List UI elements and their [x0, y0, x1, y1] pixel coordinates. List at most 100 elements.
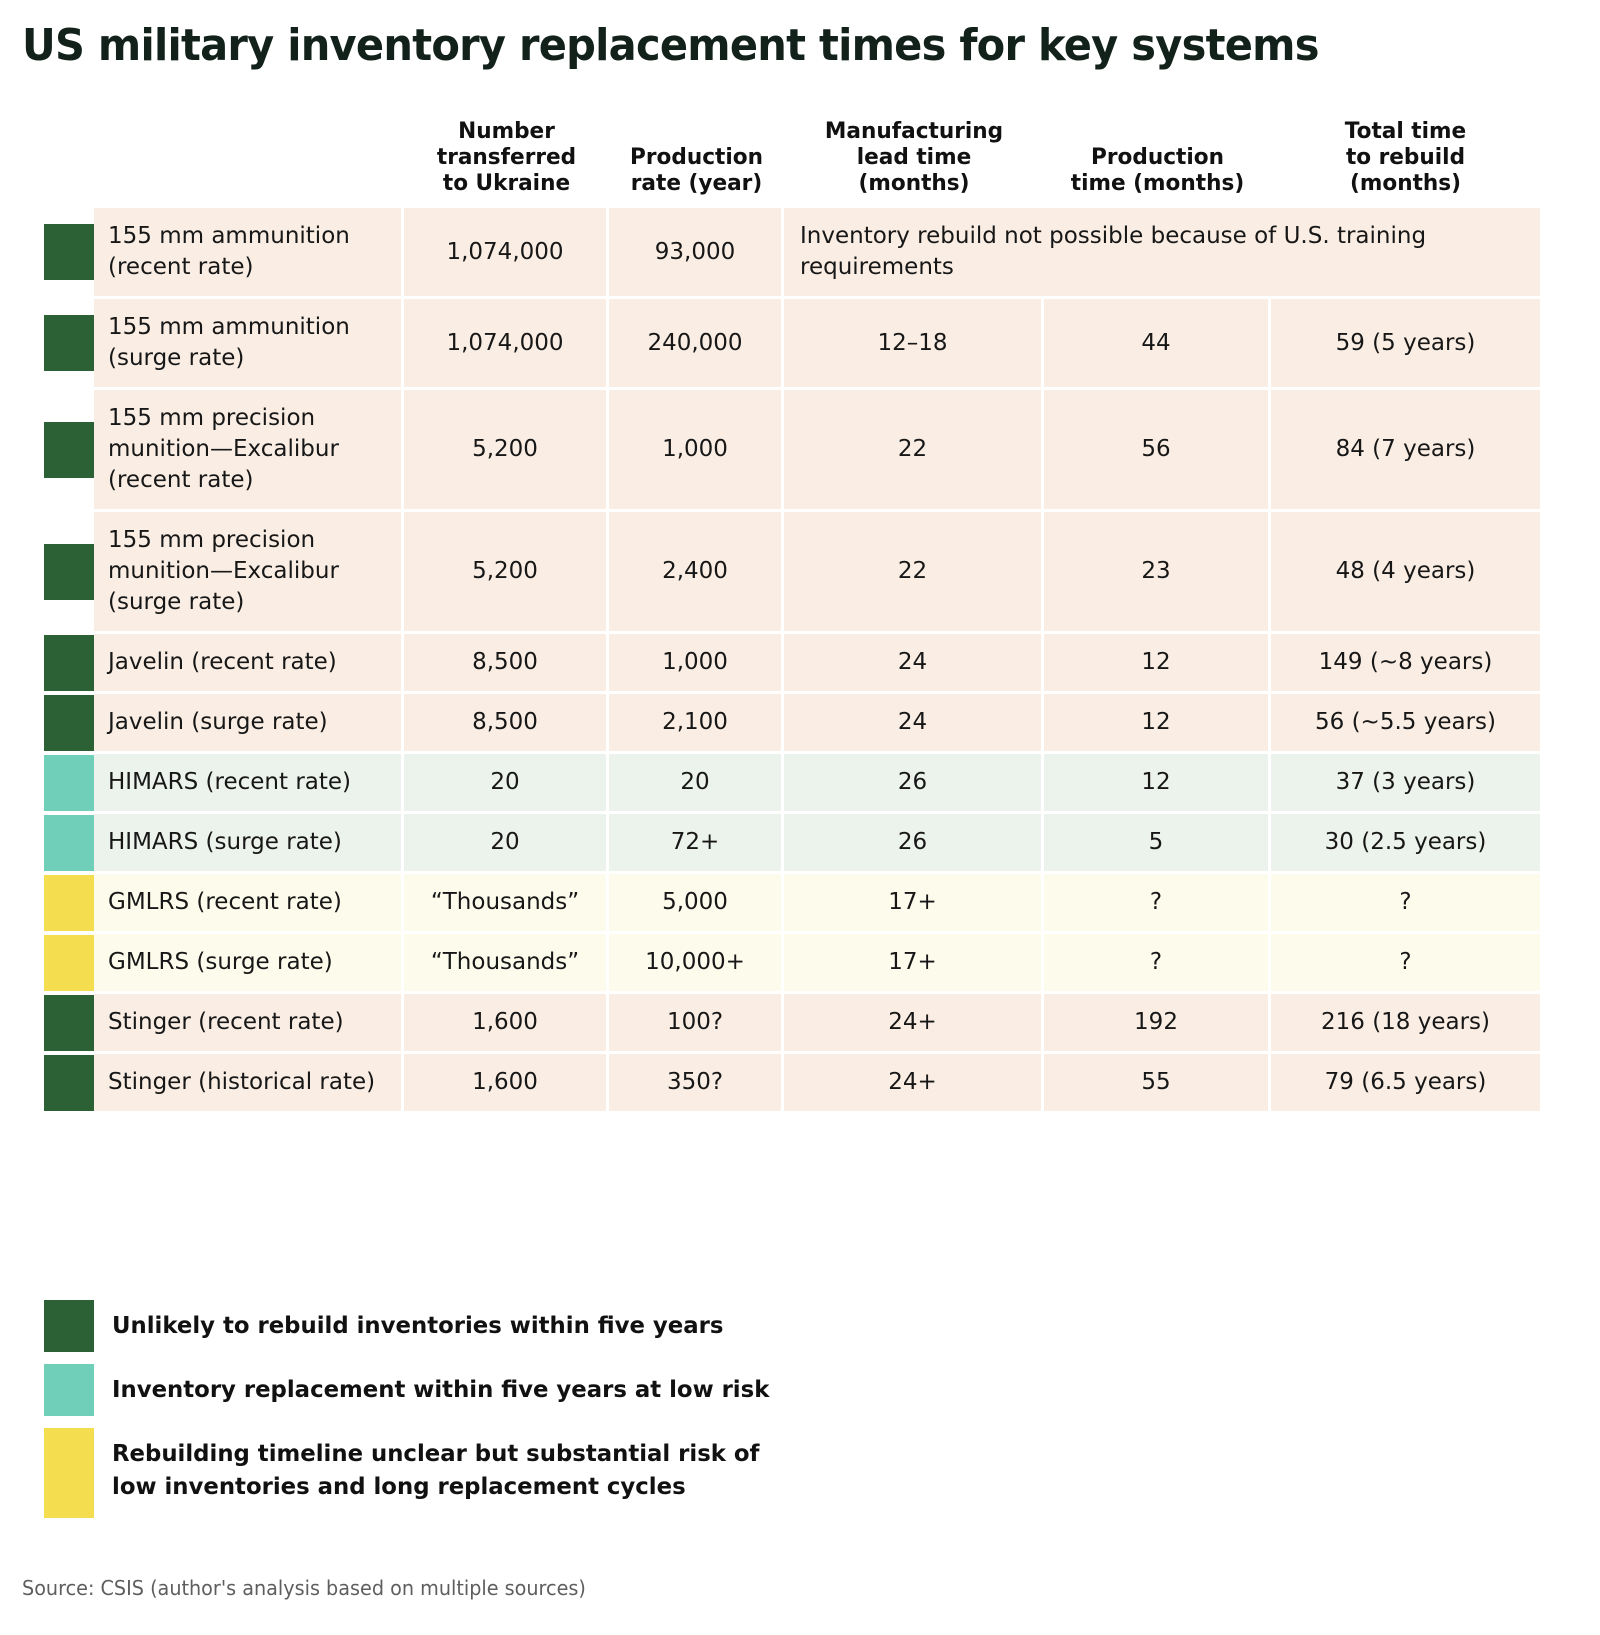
- cell-manufacturing-lead-time: 22: [784, 512, 1044, 634]
- header-manufacturing-lead-time: Manufacturing lead time (months): [789, 118, 1039, 208]
- cell-total-time: 59 (5 years): [1271, 299, 1540, 390]
- cell-production-time: 23: [1044, 512, 1271, 634]
- table-row: 155 mm precision munition—Excalibur (sur…: [44, 512, 1540, 634]
- header-total-time: Total time to rebuild (months): [1276, 118, 1535, 208]
- cell-manufacturing-lead-time: 12–18: [784, 299, 1044, 390]
- header-line: Total time: [1344, 118, 1467, 144]
- header-line: lead time: [856, 144, 972, 170]
- cell-production-time: ?: [1044, 934, 1271, 994]
- legend-item: Unlikely to rebuild inventories within f…: [44, 1300, 1044, 1352]
- cell-number-transferred: 20: [404, 754, 609, 814]
- cell-number-transferred: 20: [404, 814, 609, 874]
- header-line: Manufacturing: [824, 118, 1004, 144]
- row-category-swatch: [44, 390, 94, 512]
- cell-total-time: ?: [1271, 934, 1540, 994]
- row-category-swatch: [44, 814, 94, 874]
- header-line: Production: [630, 144, 763, 170]
- cell-production-rate: 100?: [609, 994, 784, 1054]
- legend-item: Rebuilding timeline unclear but substant…: [44, 1428, 1044, 1518]
- cell-manufacturing-lead-time: 24+: [784, 994, 1044, 1054]
- cell-production-time: 12: [1044, 634, 1271, 694]
- cell-total-time: 79 (6.5 years): [1271, 1054, 1540, 1111]
- header-number-transferred: Number transferred to Ukraine: [408, 118, 605, 208]
- cell-manufacturing-lead-time: 24+: [784, 1054, 1044, 1111]
- cell-manufacturing-lead-time: 26: [784, 814, 1044, 874]
- cell-number-transferred: 8,500: [404, 634, 609, 694]
- cell-system-name: 155 mm ammunition (surge rate): [94, 299, 404, 390]
- cell-system-name: Stinger (historical rate): [94, 1054, 404, 1111]
- header-line: time (months): [1070, 170, 1245, 196]
- table-body: 155 mm ammunition (recent rate) 1,074,000…: [44, 208, 1540, 1111]
- table-row: HIMARS (surge rate) 20 72+ 26 5 30 (2.5 years…: [44, 814, 1540, 874]
- table-row: Javelin (recent rate) 8,500 1,000 24 12 149 (…: [44, 634, 1540, 694]
- cell-number-transferred: “Thousands”: [404, 934, 609, 994]
- header-line: transferred: [436, 144, 577, 170]
- cell-production-time: 55: [1044, 1054, 1271, 1111]
- page-title: US military inventory replacement times …: [22, 20, 1319, 71]
- header-line: to Ukraine: [442, 170, 571, 196]
- cell-production-rate: 240,000: [609, 299, 784, 390]
- row-category-swatch: [44, 754, 94, 814]
- table-row: Javelin (surge rate) 8,500 2,100 24 12 56 (~5…: [44, 694, 1540, 754]
- table-header-row: Number transferred to Ukraine Production ra…: [44, 118, 1540, 208]
- row-category-swatch: [44, 299, 94, 390]
- cell-production-rate: 1,000: [609, 634, 784, 694]
- cell-system-name: GMLRS (recent rate): [94, 874, 404, 934]
- cell-production-rate: 1,000: [609, 390, 784, 512]
- cell-production-time: 56: [1044, 390, 1271, 512]
- cell-system-name: GMLRS (surge rate): [94, 934, 404, 994]
- cell-total-time: 48 (4 years): [1271, 512, 1540, 634]
- header-line: to rebuild: [1345, 144, 1466, 170]
- table-row: HIMARS (recent rate) 20 20 26 12 37 (3 years): [44, 754, 1540, 814]
- cell-number-transferred: “Thousands”: [404, 874, 609, 934]
- category-color-chip: [44, 224, 94, 280]
- cell-manufacturing-lead-time: 17+: [784, 874, 1044, 934]
- cell-number-transferred: 1,074,000: [404, 208, 609, 299]
- table-row: Stinger (historical rate) 1,600 350? 24+ 55 7…: [44, 1054, 1540, 1111]
- table-row: GMLRS (recent rate) “Thousands” 5,000 17+??: [44, 874, 1540, 934]
- legend-item-label: Inventory replacement within five years …: [112, 1375, 770, 1403]
- header-line: (months): [858, 170, 970, 196]
- cell-production-time: 44: [1044, 299, 1271, 390]
- row-category-swatch: [44, 634, 94, 694]
- cell-number-transferred: 1,600: [404, 994, 609, 1054]
- category-color-chip: [44, 694, 94, 751]
- cell-total-time: 37 (3 years): [1271, 754, 1540, 814]
- cell-number-transferred: 1,600: [404, 1054, 609, 1111]
- cell-span-note: Inventory rebuild not possible because o…: [784, 208, 1540, 299]
- row-category-swatch: [44, 512, 94, 634]
- cell-manufacturing-lead-time: 24: [784, 634, 1044, 694]
- cell-production-time: 12: [1044, 694, 1271, 754]
- cell-production-rate: 10,000+: [609, 934, 784, 994]
- cell-total-time: 56 (~5.5 years): [1271, 694, 1540, 754]
- cell-number-transferred: 1,074,000: [404, 299, 609, 390]
- cell-production-rate: 2,100: [609, 694, 784, 754]
- cell-production-rate: 93,000: [609, 208, 784, 299]
- table-row: Stinger (recent rate) 1,600 100? 24+ 192 216 …: [44, 994, 1540, 1054]
- header-production-rate: Production rate (year): [612, 118, 781, 208]
- cell-manufacturing-lead-time: 24: [784, 694, 1044, 754]
- category-color-chip: [44, 934, 94, 991]
- category-color-chip: [44, 994, 94, 1051]
- category-color-chip: [44, 543, 94, 600]
- legend-color-chip: [44, 1428, 94, 1518]
- cell-production-rate: 72+: [609, 814, 784, 874]
- row-category-swatch: [44, 994, 94, 1054]
- cell-production-time: 12: [1044, 754, 1271, 814]
- cell-production-rate: 20: [609, 754, 784, 814]
- category-color-chip: [44, 1054, 94, 1111]
- source-note: Source: CSIS (author's analysis based on…: [22, 1576, 586, 1600]
- cell-production-rate: 2,400: [609, 512, 784, 634]
- cell-system-name: Stinger (recent rate): [94, 994, 404, 1054]
- table-header: Number transferred to Ukraine Production ra…: [44, 118, 1540, 208]
- legend: Unlikely to rebuild inventories within f…: [44, 1300, 1044, 1518]
- cell-system-name: Javelin (recent rate): [94, 634, 404, 694]
- cell-manufacturing-lead-time: 17+: [784, 934, 1044, 994]
- table-row: GMLRS (surge rate) “Thousands” 10,000+ 17+?…: [44, 934, 1540, 994]
- cell-number-transferred: 8,500: [404, 694, 609, 754]
- header-line: Production: [1091, 144, 1224, 170]
- row-category-swatch: [44, 934, 94, 994]
- cell-total-time: ?: [1271, 874, 1540, 934]
- cell-number-transferred: 5,200: [404, 512, 609, 634]
